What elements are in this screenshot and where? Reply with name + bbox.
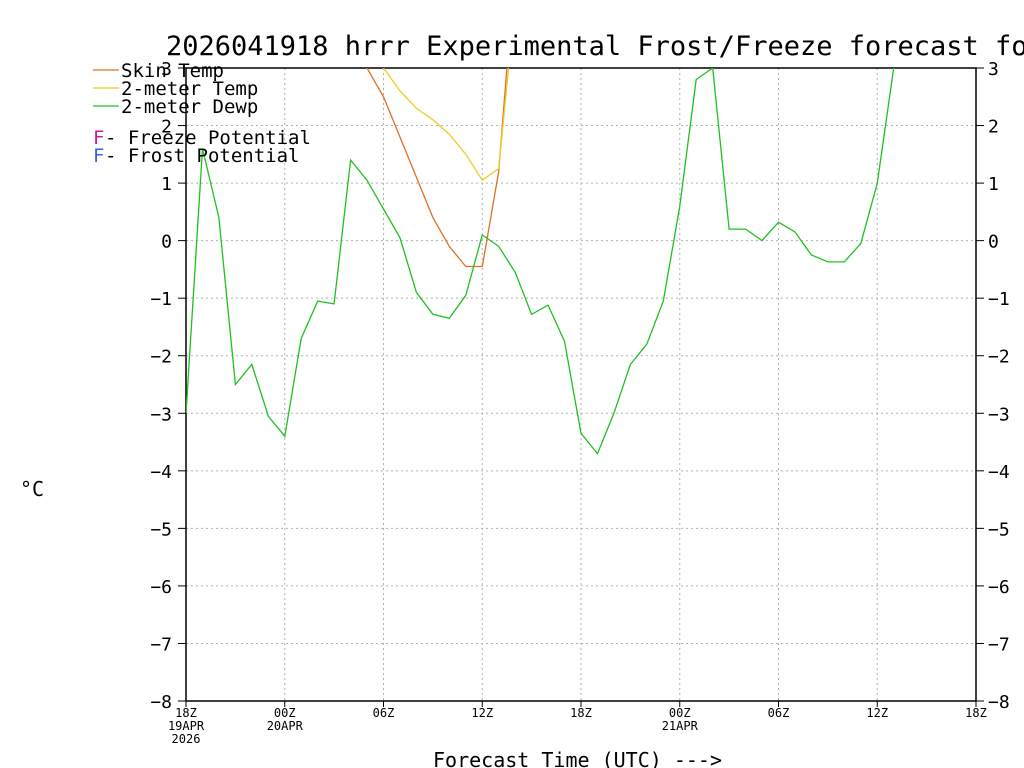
- y-tick-label-right: −2: [988, 347, 1010, 368]
- y-tick-label-right: −4: [988, 462, 1010, 483]
- potential-letter: F: [93, 145, 104, 167]
- y-tick-label-left: −8: [150, 692, 172, 713]
- y-tick-label-right: 0: [988, 232, 999, 253]
- x-tick-label: 00Z: [274, 706, 296, 720]
- y-tick-label-left: 2: [161, 117, 172, 138]
- series-layer: [186, 68, 895, 455]
- y-tick-label-right: −6: [988, 577, 1010, 598]
- y-tick-label-right: 1: [988, 174, 999, 195]
- axis-layer: −8 −8 −7 −7 −6 −6 −5 −5 −4 −4 −3 −3 −2 −2 −1 −1 0 0 1 1 2 2 3 3…: [150, 59, 1009, 746]
- y-tick-label-left: −1: [150, 289, 172, 310]
- potential-label: - Freeze Potential: [105, 127, 311, 149]
- x-tick-label: 12Z: [471, 706, 493, 720]
- y-tick-label-right: 3: [988, 59, 999, 80]
- series-line-skin-temp: [366, 68, 508, 268]
- x-tick-label: 18Z: [965, 706, 987, 720]
- y-tick-label-left: −7: [150, 634, 172, 655]
- y-tick-label-left: −3: [150, 404, 172, 425]
- y-tick-label-left: −2: [150, 347, 172, 368]
- y-tick-label-left: 3: [161, 59, 172, 80]
- y-axis-label: °C: [20, 477, 44, 501]
- x-tick-label: 12Z: [866, 706, 888, 720]
- x-tick-label: 21APR: [662, 719, 699, 733]
- y-tick-label-right: −8: [988, 692, 1010, 713]
- y-tick-label-left: −6: [150, 577, 172, 598]
- x-tick-label: 18Z: [570, 706, 592, 720]
- x-tick-label: 18Z: [175, 706, 197, 720]
- y-tick-label-left: 0: [161, 232, 172, 253]
- y-tick-label-right: 2: [988, 117, 999, 138]
- potential-label: - Frost Potential: [105, 145, 299, 167]
- y-tick-label-right: −3: [988, 404, 1010, 425]
- x-tick-label: 2026: [172, 732, 201, 746]
- x-axis-label: Forecast Time (UTC) --->: [433, 748, 722, 768]
- x-tick-label: 06Z: [768, 706, 790, 720]
- y-tick-label-right: −5: [988, 519, 1010, 540]
- y-tick-label-left: −4: [150, 462, 172, 483]
- legend-label: 2-meter Temp: [121, 78, 258, 100]
- series-line-2-meter-temp: [382, 68, 510, 182]
- y-tick-label-right: −7: [988, 634, 1010, 655]
- legend-label: Skin Temp: [121, 60, 224, 82]
- x-tick-label: 06Z: [373, 706, 395, 720]
- x-tick-label: 00Z: [669, 706, 691, 720]
- series-line-2-meter-dewp: [186, 68, 895, 455]
- y-tick-label-left: −5: [150, 519, 172, 540]
- x-tick-label: 20APR: [267, 719, 304, 733]
- x-tick-label: 19APR: [168, 719, 205, 733]
- legend-label: 2-meter Dewp: [121, 96, 258, 118]
- y-tick-label-right: −1: [988, 289, 1010, 310]
- y-tick-label-left: 1: [161, 174, 172, 195]
- chart-title: 2026041918 hrrr Experimental Frost/Freez…: [166, 31, 1024, 62]
- potential-letter: F: [93, 127, 104, 149]
- grid-layer: [186, 68, 976, 701]
